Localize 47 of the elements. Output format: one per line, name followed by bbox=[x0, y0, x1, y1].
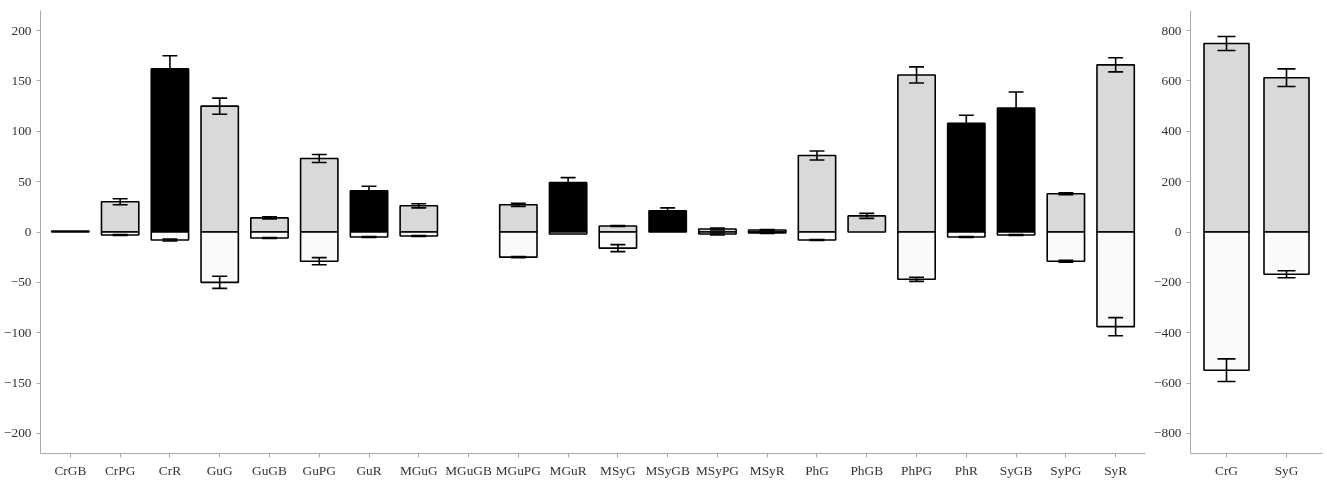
bar bbox=[399, 205, 439, 233]
y-tick-label: 600 bbox=[1161, 72, 1182, 88]
x-tick-label: PhGB bbox=[850, 462, 884, 478]
y-tick-label: −150 bbox=[3, 375, 32, 391]
x-tick-label: PhR bbox=[954, 462, 978, 478]
y-tick-label: −200 bbox=[3, 425, 32, 441]
y-tick-label: 200 bbox=[1161, 173, 1182, 189]
y-tick-label: 800 bbox=[1161, 22, 1182, 38]
x-tick-label: MSyG bbox=[600, 462, 637, 478]
y-tick-label: 150 bbox=[11, 72, 32, 88]
x-tick-label: GuPG bbox=[302, 462, 337, 478]
y-tick-label: −800 bbox=[1153, 425, 1182, 441]
y-tick-label: 400 bbox=[1161, 123, 1182, 139]
x-tick-label: MGuPG bbox=[495, 462, 542, 478]
x-tick-label: PhG bbox=[805, 462, 830, 478]
x-tick-label: CrG bbox=[1215, 462, 1239, 478]
x-tick-label: MGuGB bbox=[445, 462, 492, 478]
y-tick-label: −600 bbox=[1153, 375, 1182, 391]
y-tick-label: 50 bbox=[18, 173, 32, 189]
x-tick-label: MGuR bbox=[549, 462, 587, 478]
bar bbox=[847, 215, 887, 233]
x-tick-label: PhPG bbox=[900, 462, 933, 478]
y-tick-label: −200 bbox=[1153, 274, 1182, 290]
x-tick-label: CrPG bbox=[104, 462, 136, 478]
x-tick-label: MSyR bbox=[749, 462, 785, 478]
x-tick-label: SyGB bbox=[999, 462, 1033, 478]
x-tick-label: GuR bbox=[356, 462, 382, 478]
x-tick-label: SyR bbox=[1104, 462, 1128, 478]
x-tick-label: MSyGB bbox=[645, 462, 690, 478]
bar bbox=[100, 201, 140, 233]
x-tick-label: CrR bbox=[158, 462, 182, 478]
x-tick-label: MGuG bbox=[399, 462, 439, 478]
y-tick-label: −400 bbox=[1153, 324, 1182, 340]
x-tick-label: SyPG bbox=[1050, 462, 1082, 478]
x-tick-label: SyG bbox=[1274, 462, 1299, 478]
bar bbox=[648, 210, 688, 233]
bar bbox=[548, 181, 588, 233]
y-tick-label: −100 bbox=[3, 324, 32, 340]
y-tick-label: 200 bbox=[11, 22, 32, 38]
x-tick-label: MSyPG bbox=[695, 462, 740, 478]
y-tick-label: 0 bbox=[1174, 224, 1182, 239]
y-tick-label: 0 bbox=[24, 224, 32, 239]
y-tick-label: −50 bbox=[10, 274, 32, 290]
x-tick-label: CrGB bbox=[54, 462, 87, 478]
x-tick-label: GuGB bbox=[252, 462, 287, 478]
x-tick-label: GuG bbox=[206, 462, 234, 478]
y-tick-label: 100 bbox=[11, 123, 32, 139]
